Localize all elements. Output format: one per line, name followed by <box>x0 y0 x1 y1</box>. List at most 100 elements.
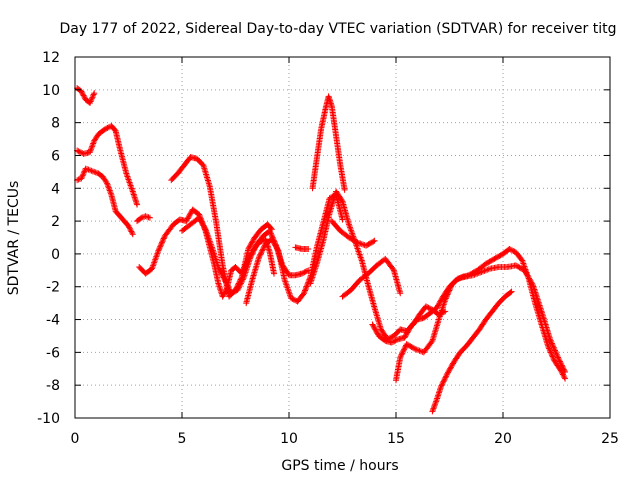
data-point <box>302 268 309 275</box>
data-point <box>399 349 406 356</box>
data-point <box>186 212 193 219</box>
data-point <box>558 362 565 369</box>
data-point <box>104 124 111 131</box>
data-point <box>134 201 141 208</box>
data-point <box>548 340 555 347</box>
y-tick-label: 6 <box>51 148 60 164</box>
data-point <box>338 197 345 204</box>
x-tick-label: 10 <box>280 431 298 447</box>
data-point <box>270 238 277 245</box>
data-point <box>157 243 164 250</box>
data-point <box>128 228 135 235</box>
data-point <box>198 219 205 226</box>
data-point <box>267 230 274 237</box>
data-point <box>472 271 479 278</box>
data-point <box>560 372 567 379</box>
y-tick-labels: -10 -8 -6 -4 -2 0 2 4 6 8 10 12 <box>37 50 60 427</box>
data-point <box>388 334 395 341</box>
data-point <box>159 238 166 245</box>
data-point <box>160 235 167 242</box>
data-point <box>197 217 204 224</box>
data-point <box>558 361 565 368</box>
data-point <box>104 180 111 187</box>
data-point <box>393 336 400 343</box>
data-point <box>562 375 569 382</box>
data-point <box>415 347 422 354</box>
data-point <box>370 238 377 245</box>
data-point <box>185 214 192 221</box>
data-point <box>388 339 395 346</box>
data-point <box>104 181 111 188</box>
data-point <box>200 222 207 229</box>
data-point <box>369 321 376 328</box>
data-point <box>236 283 243 290</box>
data-point <box>215 264 222 271</box>
data-point <box>550 343 557 350</box>
series-arc-4 <box>134 213 153 225</box>
data-point <box>508 247 515 254</box>
data-point <box>551 347 558 354</box>
data-point <box>507 246 514 253</box>
data-point <box>86 167 93 174</box>
data-point <box>246 244 253 251</box>
data-point <box>405 328 412 335</box>
y-tick-label: -4 <box>46 313 60 329</box>
y-tick-label: 12 <box>42 50 60 66</box>
y-tick-label: -6 <box>46 345 60 361</box>
data-point <box>103 179 110 186</box>
data-point <box>260 245 267 252</box>
data-point <box>432 401 439 408</box>
data-point <box>353 238 360 245</box>
data-point <box>557 359 564 366</box>
data-point <box>397 290 404 297</box>
data-point <box>218 270 225 277</box>
data-point <box>302 286 309 293</box>
y-tick-label: -8 <box>46 378 60 394</box>
data-point <box>89 168 96 175</box>
data-point <box>256 252 263 259</box>
data-point <box>269 237 276 244</box>
data-point <box>438 382 445 389</box>
data-point <box>401 334 408 341</box>
data-point <box>551 346 558 353</box>
data-point <box>474 270 481 277</box>
data-point <box>400 347 407 354</box>
data-point <box>445 368 452 375</box>
data-point <box>438 296 445 303</box>
series-arc-1 <box>74 85 98 106</box>
data-point <box>221 275 228 282</box>
data-point <box>485 266 492 273</box>
data-point <box>552 348 559 355</box>
data-point <box>221 277 228 284</box>
data-point <box>75 148 82 155</box>
data-point <box>220 274 227 281</box>
data-point <box>249 250 256 257</box>
data-point <box>201 225 208 232</box>
x-tick-labels: 0 5 10 15 20 25 <box>71 431 619 447</box>
data-point <box>146 214 153 221</box>
data-point <box>220 292 227 299</box>
data-point <box>187 210 194 217</box>
data-point <box>301 288 308 295</box>
data-point <box>107 188 114 195</box>
data-point <box>447 365 454 372</box>
data-point <box>184 215 191 222</box>
data-point <box>199 221 206 228</box>
data-point <box>216 265 223 272</box>
data-point <box>302 287 309 294</box>
data-point <box>392 337 399 344</box>
y-tick-label: 4 <box>51 181 60 197</box>
data-point <box>413 346 420 353</box>
data-point <box>107 190 114 197</box>
data-point <box>373 327 380 334</box>
series-arc-3 <box>74 165 136 238</box>
y-tick-label: 10 <box>42 83 60 99</box>
data-point <box>273 243 280 250</box>
data-point <box>439 379 446 386</box>
axis-ticks <box>74 56 611 419</box>
data-point <box>431 402 438 409</box>
data-point <box>258 248 265 255</box>
data-point <box>88 144 95 151</box>
data-point <box>82 165 89 172</box>
data-point <box>219 293 226 300</box>
